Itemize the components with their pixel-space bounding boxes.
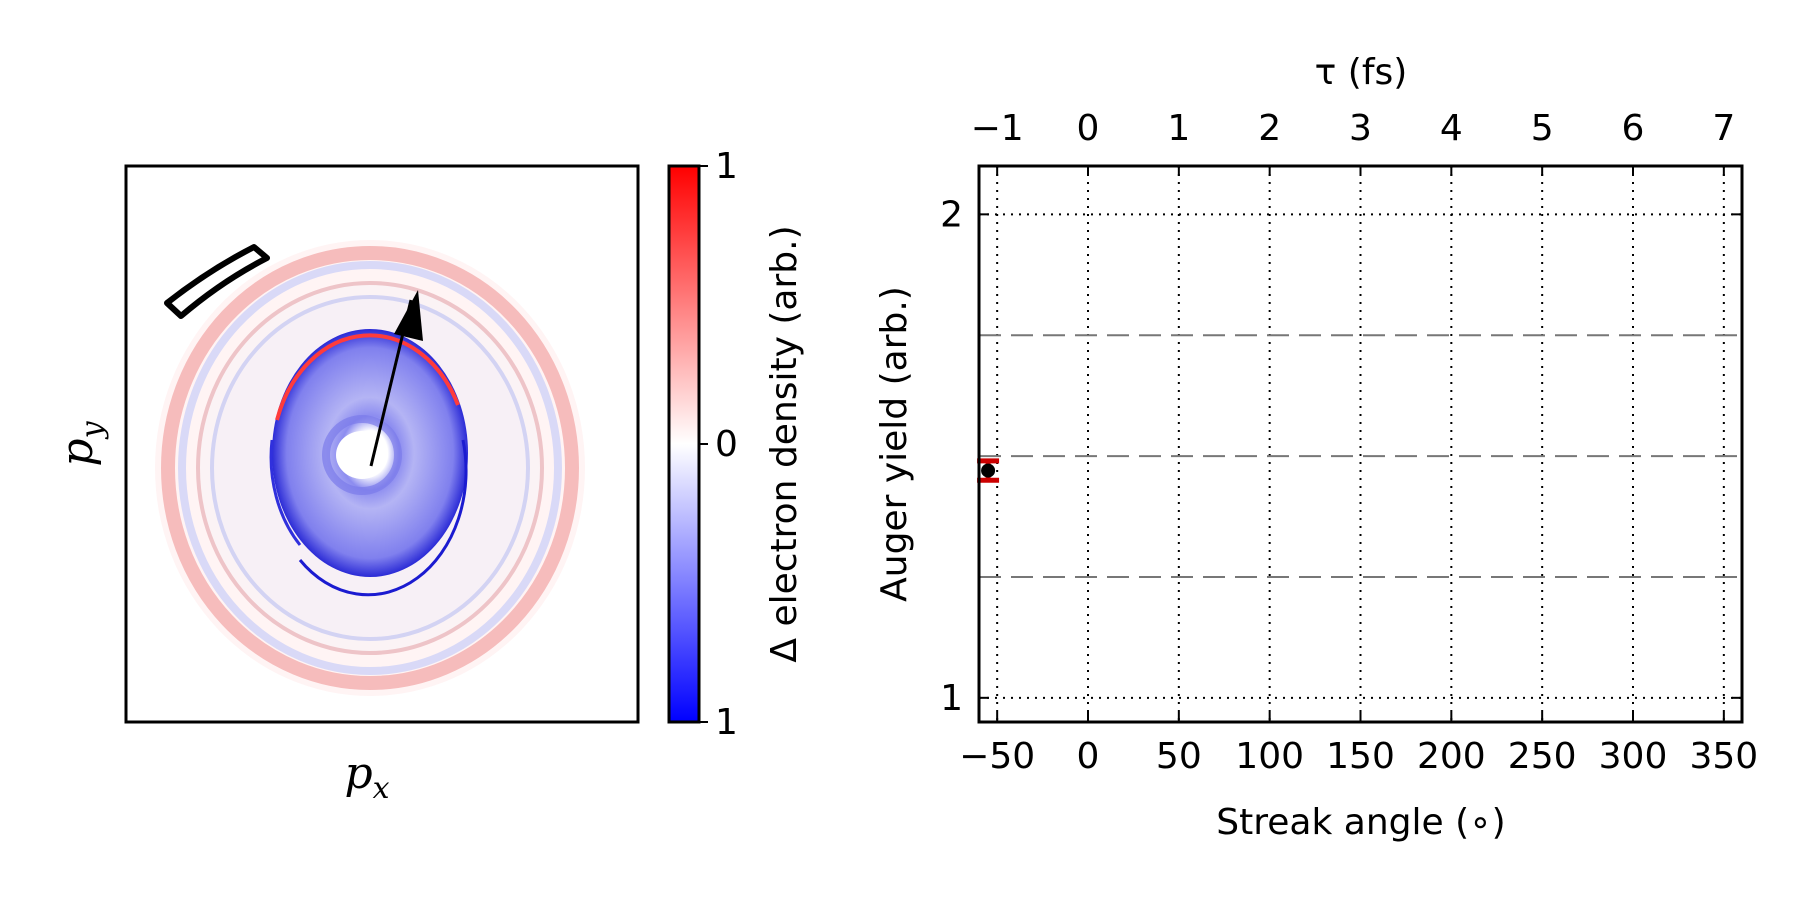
- top-tick-label: 2: [1258, 108, 1281, 149]
- top-tick-label: 6: [1622, 108, 1645, 149]
- colorbar-tick-label-middle: 0: [715, 424, 738, 465]
- heatmap-image: [126, 166, 638, 722]
- outer-blue-ring: [178, 261, 562, 675]
- x-tick-label: 350: [1689, 736, 1758, 777]
- top-tick-label: 0: [1077, 108, 1100, 149]
- center-ring: [322, 415, 402, 495]
- y-axis-title: Auger yield (arb.): [874, 286, 915, 602]
- top-axis-title: τ (fs): [1315, 52, 1408, 93]
- y-tick-label: 2: [940, 194, 963, 235]
- arrow-head: [394, 290, 423, 341]
- top-tick-label: 1: [1167, 108, 1190, 149]
- colorbar-tick-label-bottom: 1: [715, 702, 738, 743]
- colorbar-gradient: [667, 164, 701, 724]
- colorbar-tick-label-top: 1: [715, 146, 738, 187]
- colorbar: 1 0 1 Δ electron density (arb.): [667, 146, 805, 743]
- momentum-map-panel: px py: [52, 164, 640, 806]
- plot-data: [977, 458, 1000, 483]
- x-tick-label: 100: [1235, 736, 1304, 777]
- x-tick-label: 50: [1156, 736, 1202, 777]
- x-tick-label: 250: [1508, 736, 1577, 777]
- inner-disk-blue-edge: [298, 439, 468, 597]
- top-tick-label: 3: [1349, 108, 1372, 149]
- x-axis-title: Streak angle (∘): [1216, 802, 1505, 843]
- x-axis-title: px: [344, 748, 389, 806]
- inner-disk-left-edge: [269, 439, 302, 546]
- y-axis-title: py: [52, 420, 110, 466]
- top-tick-label: 5: [1531, 108, 1554, 149]
- auger-yield-plot: −50 0 50 100 150 200 250 300 350 1 2 −1 0 1 2 3 4 5 6 7 Str…: [874, 52, 1758, 843]
- top-tick-label: 4: [1440, 108, 1463, 149]
- center-hole: [336, 431, 388, 479]
- colorbar-label: Δ electron density (arb.): [764, 225, 805, 662]
- y-tick-label: 1: [940, 678, 963, 719]
- x-tick-label: −50: [959, 736, 1035, 777]
- inner-disk-red-edge: [275, 333, 460, 421]
- plot-ticks: −50 0 50 100 150 200 250 300 350 1 2 −1 0 1 2 3 4 5 6 7: [940, 108, 1758, 777]
- x-tick-label: 150: [1326, 736, 1395, 777]
- top-tick-label: −1: [971, 108, 1024, 149]
- x-tick-label: 0: [1077, 736, 1100, 777]
- plot-grid: [979, 166, 1742, 722]
- x-tick-label: 300: [1599, 736, 1668, 777]
- heatmap-frame: [124, 164, 640, 724]
- top-tick-label: 7: [1712, 108, 1735, 149]
- outer-ring: [161, 246, 579, 690]
- x-tick-label: 200: [1417, 736, 1486, 777]
- data-point: [981, 463, 996, 478]
- window-annotation: [164, 244, 270, 319]
